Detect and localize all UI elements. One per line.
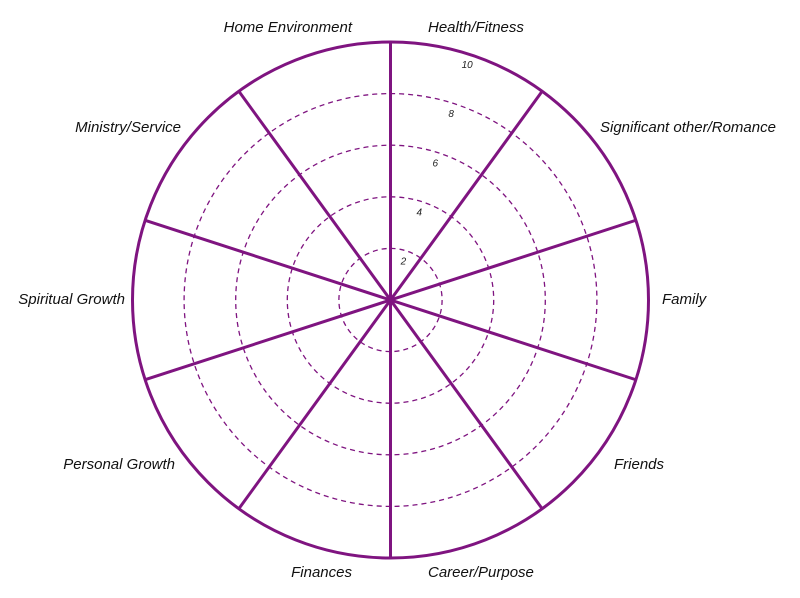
tick-label-2: 2 (400, 256, 407, 267)
label-ministry-service: Ministry/Service (75, 119, 181, 136)
ring-4 (286, 196, 495, 404)
label-spiritual-growth: Spiritual Growth (18, 291, 125, 308)
label-career-purpose: Career/Purpose (428, 564, 534, 581)
label-friends: Friends (614, 456, 665, 473)
tick-label-10: 10 (462, 60, 474, 71)
ring-2 (338, 247, 443, 353)
outer-ring (131, 40, 650, 560)
label-family: Family (662, 291, 707, 308)
tick-label-6: 6 (432, 158, 438, 169)
label-home-environment: Home Environment (223, 19, 352, 36)
label-personal-growth: Personal Growth (63, 456, 175, 473)
spoke (237, 90, 544, 510)
tick-label-4: 4 (417, 207, 423, 218)
label-finances: Finances (291, 564, 352, 581)
label-significant-other: Significant other/Romance (600, 119, 776, 136)
label-health-fitness: Health/Fitness (428, 19, 524, 36)
tick-label-8: 8 (448, 109, 454, 120)
